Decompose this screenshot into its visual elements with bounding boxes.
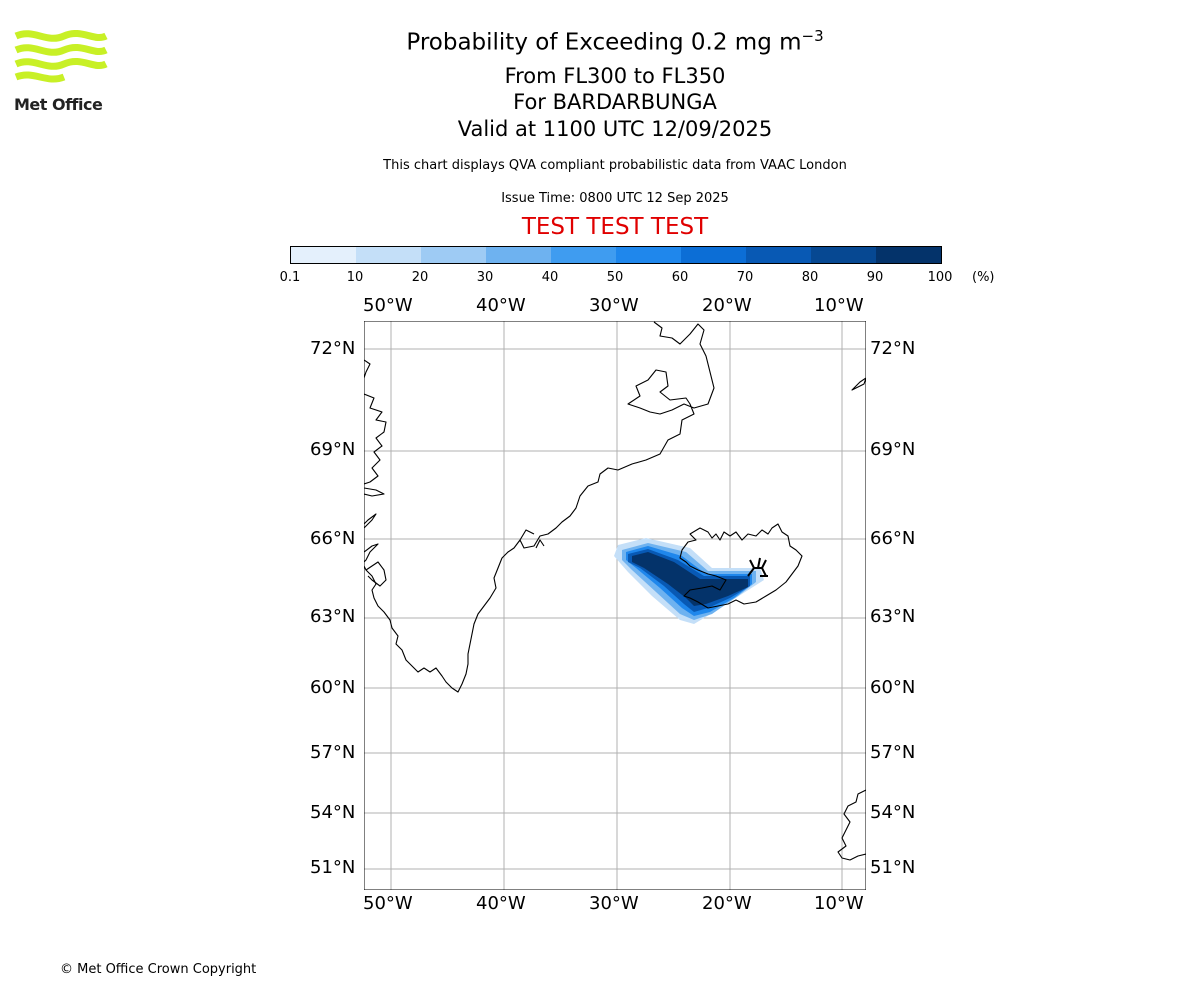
colorbar-tick: 40 [541, 270, 559, 285]
lat-label: 60°N [870, 677, 916, 698]
valid-time-line: Valid at 1100 UTC 12/09/2025 [457, 117, 773, 141]
colorbar-tick: 60 [671, 270, 689, 285]
coastline-greenland-fjord [535, 539, 545, 549]
coastline-greenland-west [364, 359, 371, 379]
colorbar-segment [291, 247, 356, 263]
lat-label: 72°N [870, 338, 916, 359]
logo-waves-icon [14, 29, 108, 83]
colorbar-tick: 50 [606, 270, 624, 285]
lon-label: 20°W [702, 295, 752, 316]
colorbar-segment [486, 247, 551, 263]
lat-label: 66°N [310, 528, 356, 549]
coastline-greenland-west [365, 561, 387, 587]
ash-plume [614, 538, 764, 624]
lat-label: 60°N [310, 677, 356, 698]
colorbar-tick: 100 [927, 270, 953, 285]
coastline-iceland [679, 523, 803, 609]
colorbar-tick: 20 [411, 270, 429, 285]
coastline-island-fragment [851, 377, 866, 391]
lon-label: 40°W [476, 893, 526, 914]
colorbar-tick: 90 [866, 270, 884, 285]
colorbar-segment [356, 247, 421, 263]
lon-label: 50°W [363, 893, 413, 914]
coastlines [364, 321, 866, 861]
lon-label: 50°W [363, 295, 413, 316]
flight-levels-line: From FL300 to FL350 [504, 64, 726, 88]
colorbar-segment [421, 247, 486, 263]
colorbar-segment [811, 247, 876, 263]
coastline-greenland-west [364, 543, 379, 563]
coastline-greenland-west [364, 513, 377, 529]
coastline-greenland-west [364, 393, 387, 485]
lat-label: 63°N [310, 606, 356, 627]
lat-label: 69°N [870, 439, 916, 460]
lat-label: 51°N [310, 857, 356, 878]
plume-band-90 [632, 552, 748, 606]
lat-label: 57°N [310, 742, 356, 763]
colorbar-segment [746, 247, 811, 263]
lat-label: 66°N [870, 528, 916, 549]
lon-label: 10°W [814, 893, 864, 914]
lat-label: 54°N [870, 802, 916, 823]
colorbar-unit: (%) [972, 270, 995, 285]
lat-label: 54°N [310, 802, 356, 823]
volcano-marker-icon [747, 557, 768, 577]
colorbar [290, 246, 942, 264]
lat-label: 57°N [870, 742, 916, 763]
logo-text: Met Office [14, 95, 103, 114]
issue-time-line: Issue Time: 0800 UTC 12 Sep 2025 [501, 191, 729, 206]
title-superscript: −3 [801, 27, 824, 45]
colorbar-tick: 80 [801, 270, 819, 285]
lon-label: 30°W [589, 893, 639, 914]
lon-label: 30°W [589, 295, 639, 316]
colorbar-segment [876, 247, 941, 263]
map-background [364, 321, 866, 890]
coastline-greenland-fjord [519, 529, 535, 541]
lat-label: 72°N [310, 338, 356, 359]
map-gridlines [364, 321, 866, 890]
coastline-greenland-west [364, 487, 385, 497]
lat-label: 69°N [310, 439, 356, 460]
coastline-greenland [364, 321, 715, 693]
colorbar-tick: 0.1 [279, 270, 301, 285]
colorbar-tick: 70 [736, 270, 754, 285]
lat-label: 63°N [870, 606, 916, 627]
lon-label: 10°W [814, 295, 864, 316]
test-banner: TEST TEST TEST [521, 214, 709, 240]
met-office-logo: Met Office [14, 29, 109, 114]
colorbar-segment [616, 247, 681, 263]
volcano-line: For BARDARBUNGA [513, 90, 717, 114]
colorbar-segment [551, 247, 616, 263]
coastline-ireland [837, 789, 866, 861]
chart-title: Probability of Exceeding 0.2 mg m−3 [0, 27, 1200, 56]
lon-label: 20°W [702, 893, 752, 914]
title-text: Probability of Exceeding 0.2 mg m [406, 29, 802, 56]
colorbar-segment [681, 247, 746, 263]
description-line: This chart displays QVA compliant probab… [383, 158, 847, 173]
map-panel [364, 321, 866, 890]
lat-label: 51°N [870, 857, 916, 878]
copyright-text: © Met Office Crown Copyright [60, 962, 257, 977]
colorbar-tick: 10 [346, 270, 364, 285]
colorbar-tick: 30 [476, 270, 494, 285]
lon-label: 40°W [476, 295, 526, 316]
